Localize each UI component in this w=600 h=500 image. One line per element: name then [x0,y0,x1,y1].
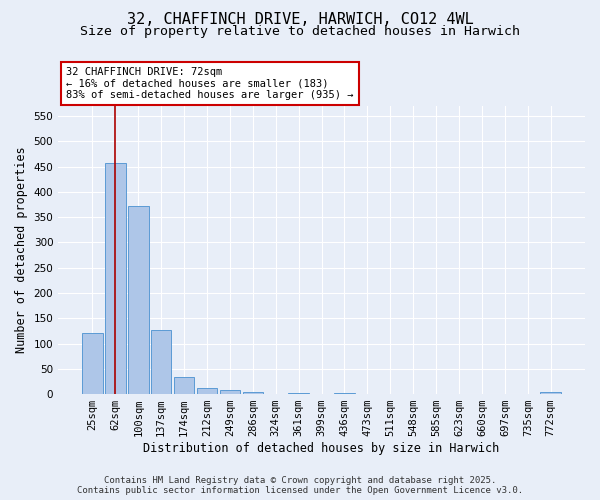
Text: Contains HM Land Registry data © Crown copyright and database right 2025.
Contai: Contains HM Land Registry data © Crown c… [77,476,523,495]
Text: 32, CHAFFINCH DRIVE, HARWICH, CO12 4WL: 32, CHAFFINCH DRIVE, HARWICH, CO12 4WL [127,12,473,28]
Bar [174,377,194,394]
X-axis label: Distribution of detached houses by size in Harwich: Distribution of detached houses by size … [143,442,500,455]
Bar [289,393,309,394]
Bar [242,392,263,394]
Bar [151,330,172,394]
Bar [105,162,125,394]
Bar [220,390,240,394]
Bar [541,392,561,394]
Bar [334,393,355,394]
Y-axis label: Number of detached properties: Number of detached properties [15,146,28,354]
Bar [82,334,103,394]
Bar [197,388,217,394]
Text: 32 CHAFFINCH DRIVE: 72sqm
← 16% of detached houses are smaller (183)
83% of semi: 32 CHAFFINCH DRIVE: 72sqm ← 16% of detac… [66,67,353,100]
Text: Size of property relative to detached houses in Harwich: Size of property relative to detached ho… [80,25,520,38]
Bar [128,206,149,394]
